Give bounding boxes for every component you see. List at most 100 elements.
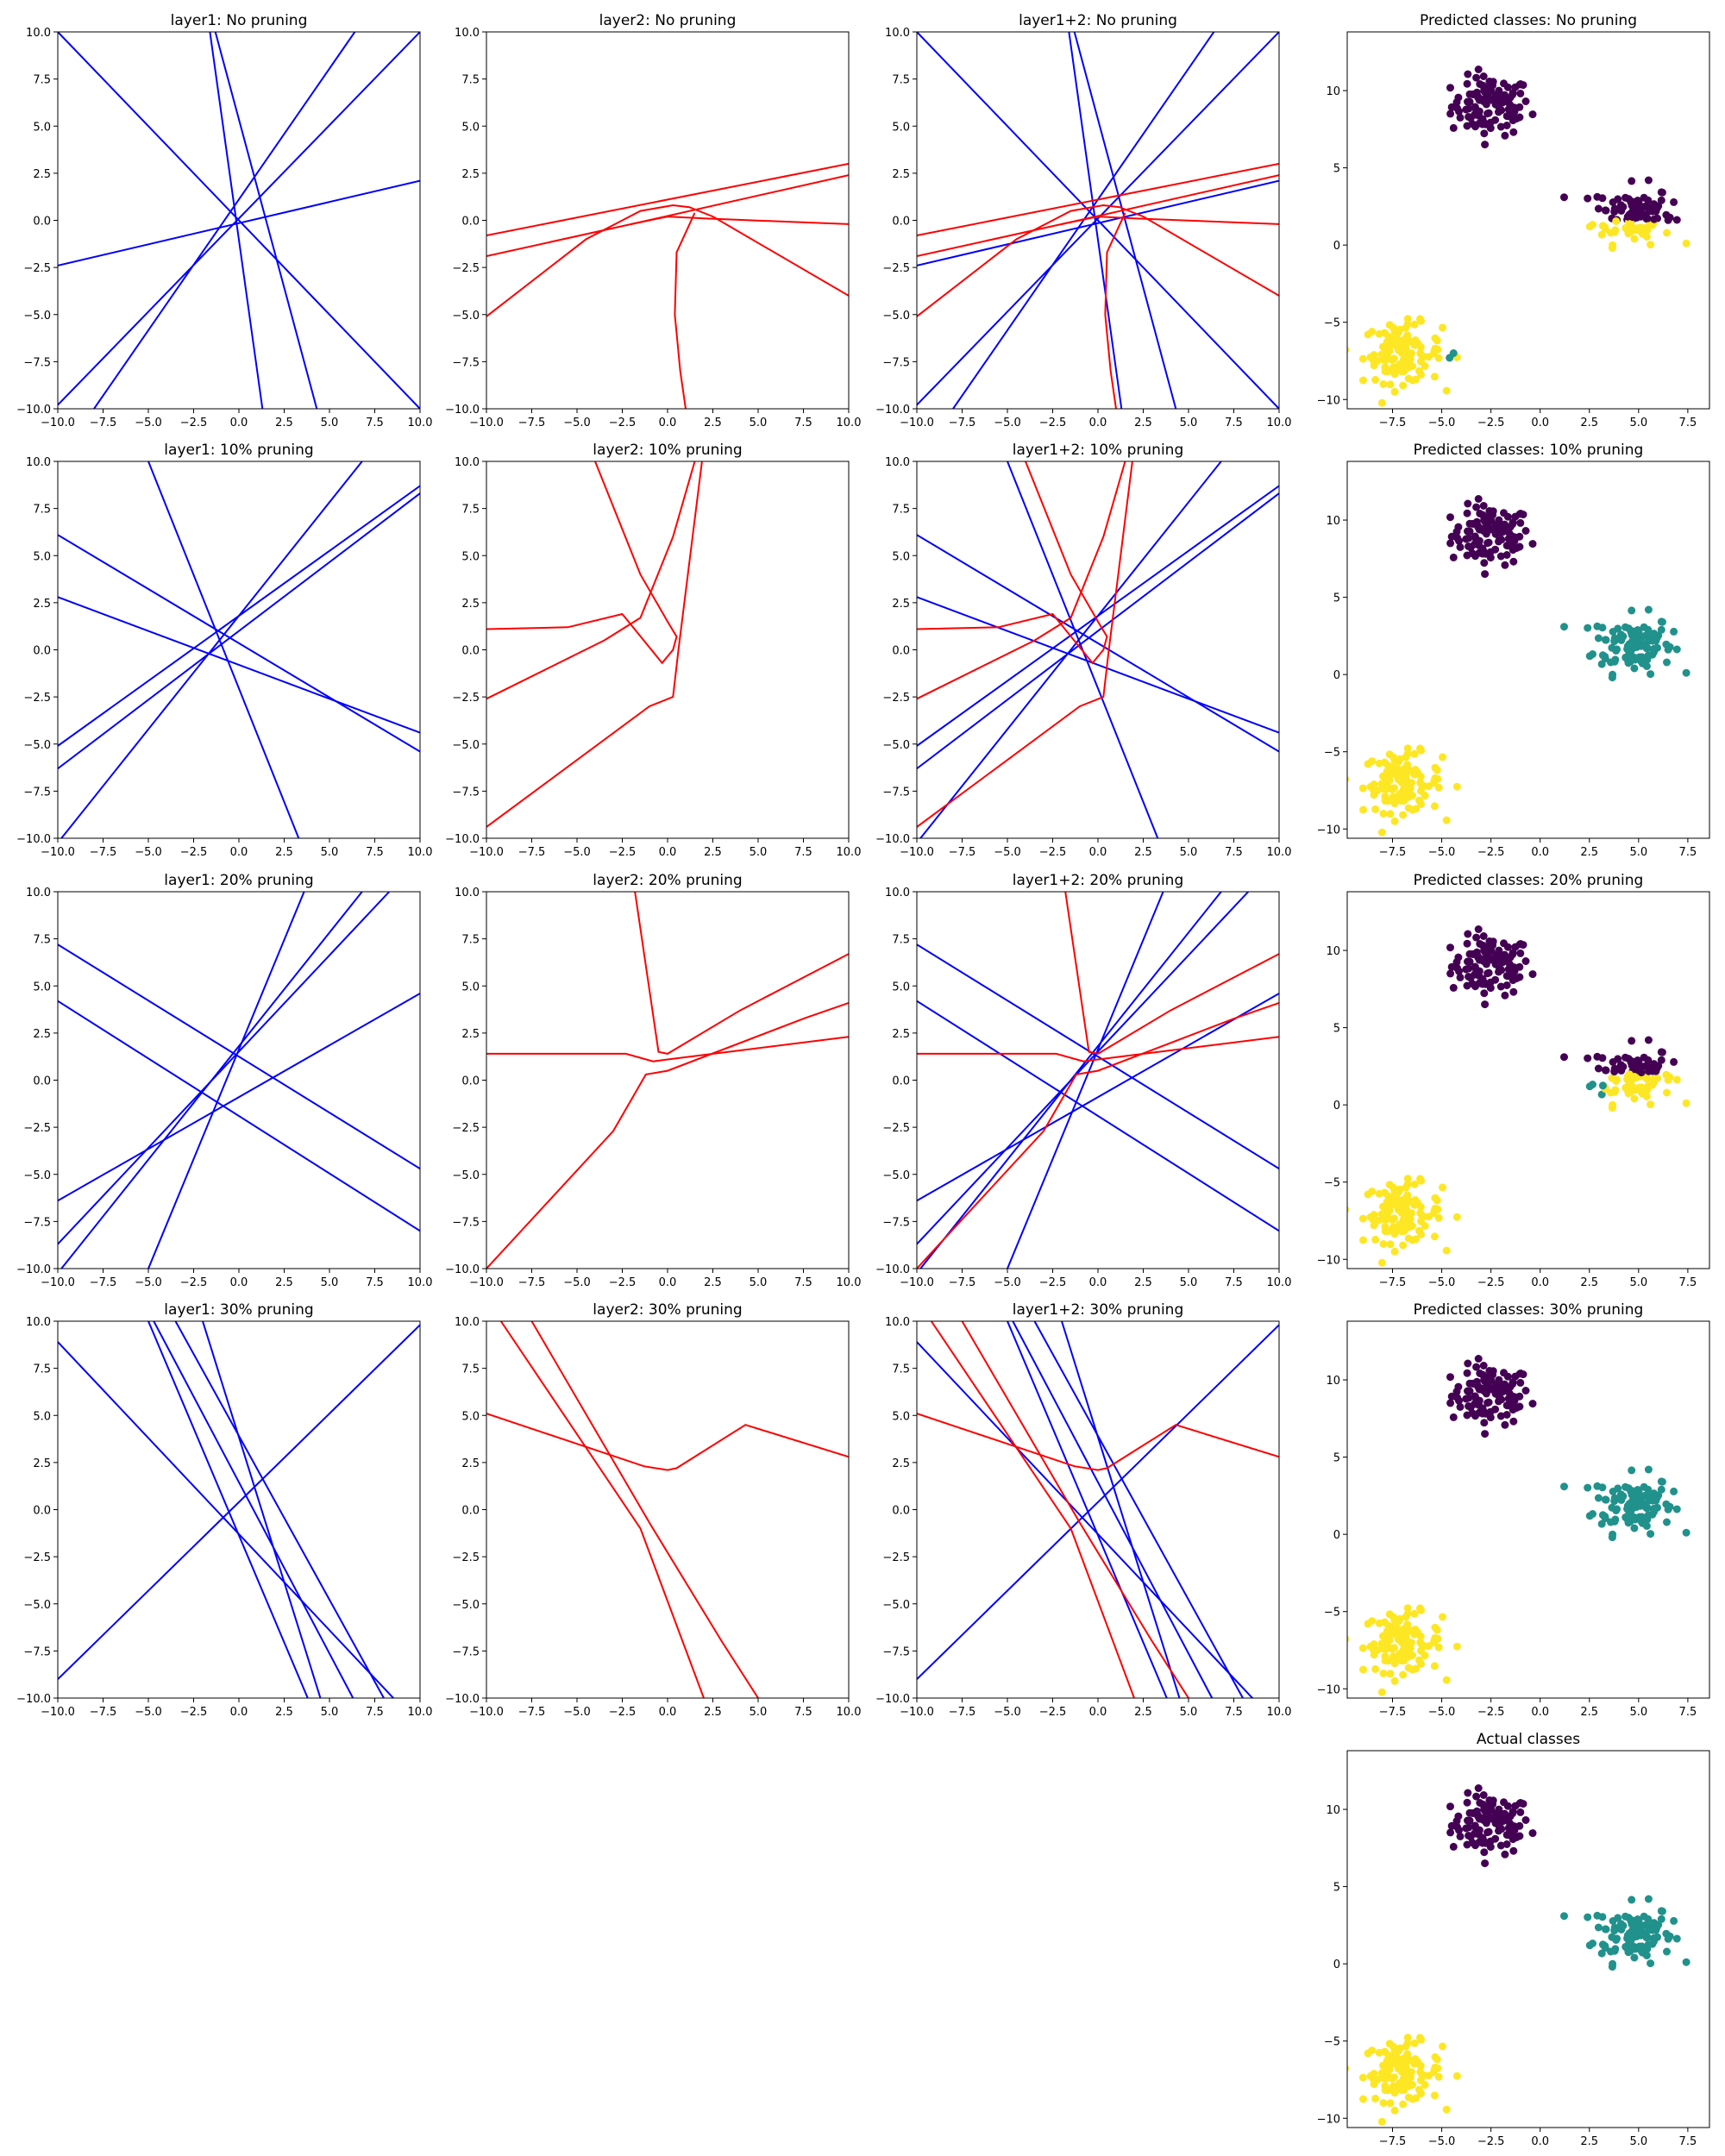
- scatter-point: [1495, 86, 1503, 95]
- scatter-point: [1602, 206, 1610, 215]
- scatter-point: [1382, 355, 1390, 364]
- scatter-point: [1465, 534, 1473, 542]
- scatter-point: [1644, 605, 1653, 614]
- scatter-point: [1644, 1465, 1653, 1474]
- scatter-point: [1446, 1399, 1455, 1407]
- x-tick-label: 7.5: [794, 846, 812, 859]
- scatter-point: [1453, 104, 1461, 113]
- scatter-point: [1496, 122, 1505, 131]
- scatter-point: [1347, 1206, 1350, 1213]
- x-tick-label: −7.5: [949, 1706, 976, 1719]
- series-line-2: [499, 1321, 705, 1698]
- scatter-point: [1347, 2065, 1350, 2072]
- scatter-point: [1630, 1502, 1639, 1510]
- scatter-point: [1416, 349, 1425, 358]
- axes-frame: [486, 461, 850, 839]
- scatter-point: [1495, 1376, 1503, 1384]
- x-tick-label: 7.5: [1225, 846, 1243, 859]
- scatter-point: [1453, 1394, 1461, 1402]
- scatter-point: [1642, 1952, 1651, 1959]
- y-tick-label: 10.0: [885, 456, 910, 469]
- series-line-2: [634, 892, 849, 1055]
- scatter-point: [1371, 2094, 1380, 2103]
- scatter-point: [1377, 828, 1386, 837]
- x-tick-label: 2.5: [275, 1706, 293, 1719]
- y-tick-label: −7.5: [452, 356, 480, 369]
- scatter-point: [1594, 1494, 1603, 1502]
- scatter-point: [1389, 1629, 1397, 1638]
- y-tick-label: 10.0: [455, 27, 480, 40]
- scatter-point: [1642, 662, 1651, 670]
- x-tick-label: 2.5: [1580, 417, 1598, 429]
- y-tick-label: 10.0: [455, 456, 480, 469]
- scatter-point: [1664, 1934, 1672, 1943]
- x-tick-label: −10.0: [469, 846, 504, 859]
- scatter-point: [1390, 2073, 1398, 2082]
- scatter-point: [1480, 559, 1489, 567]
- scatter-point: [1622, 1083, 1630, 1092]
- scatter-point: [1497, 1825, 1506, 1833]
- subplot-3: layer1+2: No pruning −10.0 −7.5 −5.0 −2.5 0.0…: [875, 12, 1291, 429]
- x-tick-label: −10.0: [41, 1276, 75, 1289]
- series-line-3: [147, 1321, 309, 1698]
- scatter-point: [1670, 627, 1678, 636]
- series-line-3: [58, 596, 420, 734]
- x-tick-label: 5.0: [1629, 417, 1647, 429]
- scatter-point: [1390, 1677, 1399, 1685]
- scatter-point: [1377, 350, 1386, 359]
- y-tick-label: −7.5: [452, 786, 480, 799]
- chart-title: Predicted classes: 30% pruning: [1414, 1301, 1644, 1319]
- scatter-point: [1502, 1840, 1511, 1848]
- x-tick-label: −2.5: [180, 417, 208, 429]
- axes-frame: [1346, 461, 1710, 839]
- scatter-point: [1657, 1477, 1665, 1486]
- scatter-point: [1417, 1231, 1425, 1238]
- series-line-5: [58, 492, 420, 769]
- scatter-point: [1491, 526, 1500, 535]
- scatter-point: [1364, 1190, 1372, 1199]
- y-tick-label: 5.0: [892, 121, 910, 134]
- series-line-7: [917, 1036, 1279, 1062]
- scatter-point: [1403, 320, 1412, 329]
- scatter-point: [1630, 213, 1639, 221]
- scatter-point: [1672, 216, 1681, 224]
- scatter-point: [1475, 107, 1484, 116]
- x-tick-label: 10.0: [837, 1276, 862, 1289]
- scatter-point: [1670, 1916, 1678, 1925]
- x-tick-label: −10.0: [900, 1706, 934, 1719]
- scatter-point: [1628, 1896, 1636, 1904]
- y-tick-label: −5: [1324, 1177, 1340, 1190]
- scatter-point: [1634, 1058, 1643, 1067]
- y-tick-label: −2.5: [452, 1122, 480, 1135]
- scatter-point: [1468, 1839, 1477, 1847]
- scatter-point: [1416, 1632, 1425, 1640]
- scatter-point: [1491, 956, 1500, 965]
- scatter-point: [1502, 981, 1511, 989]
- x-tick-label: 10.0: [408, 1706, 433, 1719]
- x-tick-label: 5.0: [750, 417, 768, 429]
- scatter-point: [1670, 197, 1678, 206]
- scatter-point: [1560, 193, 1568, 202]
- x-tick-label: −10.0: [900, 1276, 934, 1289]
- scatter-point: [1410, 749, 1419, 758]
- scatter-point: [1516, 80, 1525, 88]
- scatter-point: [1399, 381, 1408, 390]
- scatter-point: [1476, 1799, 1484, 1807]
- scatter-point: [1449, 123, 1458, 132]
- y-tick-label: −2.5: [23, 262, 51, 275]
- scatter-point: [1411, 1626, 1420, 1633]
- scatter-point: [1433, 1634, 1442, 1643]
- scatter-point: [1484, 968, 1493, 977]
- y-tick-label: 10.0: [885, 887, 910, 899]
- scatter-point: [1622, 653, 1630, 661]
- y-tick-label: −10.0: [445, 1693, 480, 1706]
- scatter-point: [1472, 1792, 1481, 1801]
- scatter-point: [1560, 1912, 1568, 1921]
- x-tick-label: 5.0: [750, 1276, 768, 1289]
- x-tick-label: 7.5: [1225, 1706, 1243, 1719]
- scatter-point: [1399, 2075, 1408, 2084]
- scatter-point: [1630, 1524, 1639, 1532]
- y-tick-label: −2.5: [452, 262, 480, 275]
- scatter-point: [1377, 398, 1386, 407]
- scatter-point: [1475, 536, 1484, 545]
